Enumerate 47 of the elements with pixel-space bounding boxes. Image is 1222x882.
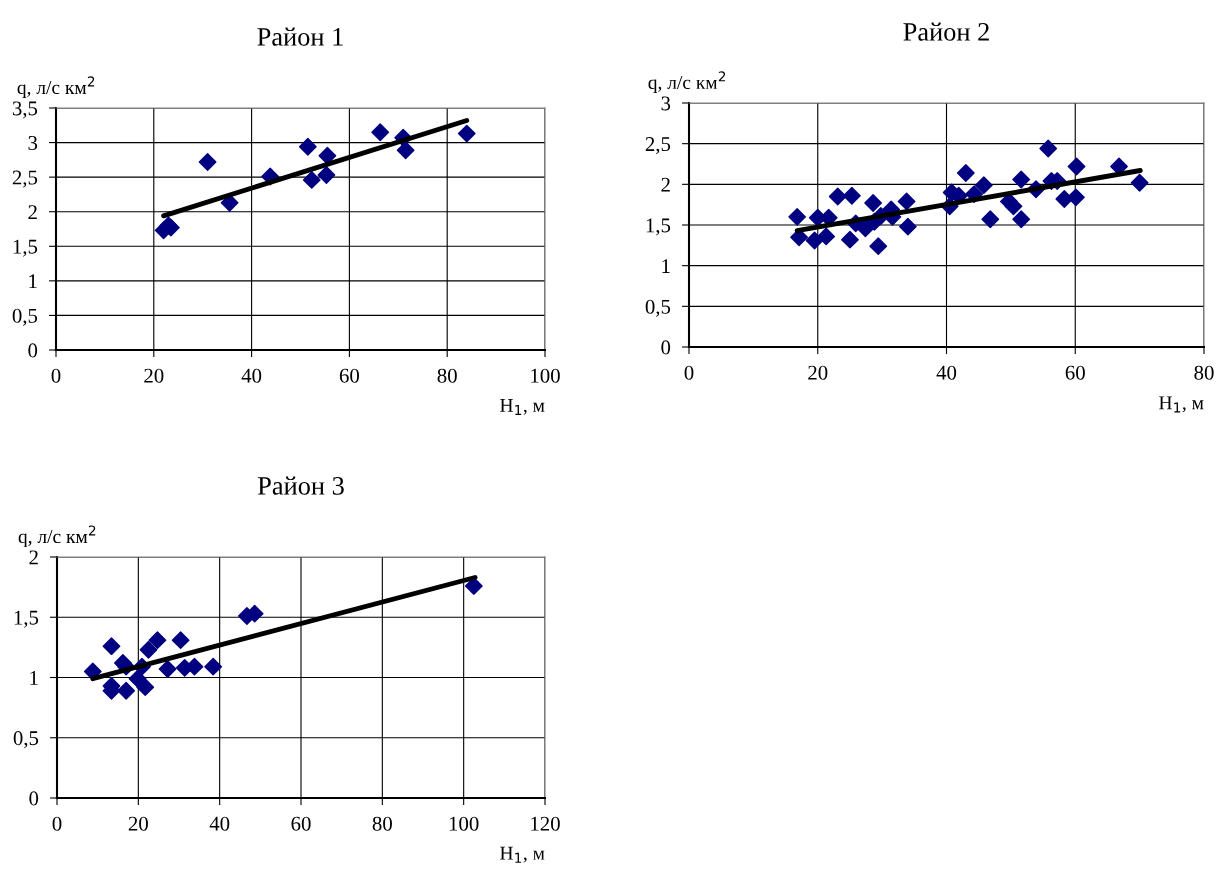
x-tick-label: 80	[1194, 365, 1214, 380]
x-tick-label: 100	[531, 368, 560, 383]
y-tick-label: 0	[29, 791, 39, 806]
x-tick-label: 120	[531, 816, 560, 831]
x-tick-label: 0	[51, 368, 61, 383]
y-tick-label: 2,5	[12, 170, 38, 188]
y-tick-label: 1,5	[13, 239, 38, 257]
y-tick-label: 2	[661, 177, 670, 192]
x-tick-label: 40	[936, 365, 957, 380]
y-tick-label: 1	[662, 259, 670, 273]
y-tick-label: 0,5	[13, 731, 39, 749]
y-axis-title: q, л/с км$^{2}$	[17, 76, 95, 99]
x-tick-label: 80	[437, 368, 457, 383]
x-tick-label: 0	[684, 365, 694, 380]
x-tick-label: 60	[339, 368, 360, 383]
y-tick-label: 1	[30, 670, 38, 685]
x-tick-label: 20	[144, 368, 164, 383]
y-tick-label: 1,5	[646, 218, 671, 236]
y-tick-label: 3,5	[12, 101, 38, 119]
y-tick-label: 3	[28, 136, 38, 150]
y-axis-title: q, л/с км$^{2}$	[648, 71, 726, 93]
chart-title: Район 2	[903, 22, 989, 41]
y-tick-label: 1	[29, 274, 37, 289]
x-tick-label: 100	[449, 816, 479, 831]
x-tick-label: 20	[808, 365, 828, 380]
x-axis-title: H$_{1}$, м	[1159, 396, 1204, 413]
y-tick-label: 1,5	[14, 610, 39, 628]
x-tick-label: 80	[372, 816, 392, 831]
chart-title: Район 3	[257, 476, 344, 495]
y-tick-label: 0,5	[645, 299, 671, 317]
x-tick-label: 0	[52, 816, 62, 831]
x-tick-label: 40	[209, 816, 230, 831]
y-tick-label: 0,5	[12, 308, 38, 326]
y-tick-label: 0	[28, 343, 38, 358]
x-axis-title: H$_{1}$, м	[500, 399, 545, 415]
chart-title: Район 1	[257, 27, 343, 46]
x-tick-label: 60	[291, 816, 311, 831]
y-axis-title: q, л/с км$^{2}$	[18, 525, 96, 548]
y-tick-label: 2	[28, 205, 37, 219]
x-axis-title: H$_{1}$, м	[500, 846, 545, 863]
y-tick-label: 0	[661, 340, 671, 355]
y-tick-label: 2,5	[645, 137, 671, 155]
x-tick-label: 20	[128, 816, 148, 831]
y-tick-label: 2	[29, 550, 38, 565]
y-tick-label: 3	[661, 96, 671, 111]
x-tick-label: 60	[1065, 365, 1085, 380]
x-tick-label: 40	[241, 368, 262, 383]
